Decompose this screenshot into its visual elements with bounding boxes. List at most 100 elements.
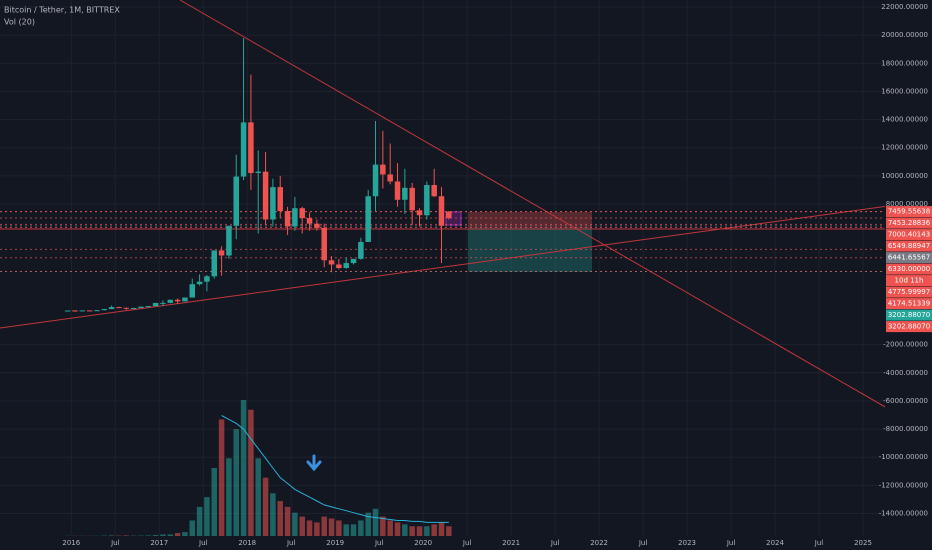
candle-body <box>130 307 137 309</box>
volume-bar <box>211 468 218 536</box>
volume-bar <box>167 534 174 536</box>
volume-bar <box>380 516 386 536</box>
x-tick-label: Jul <box>814 539 824 547</box>
x-tick-label: Jul <box>110 539 120 547</box>
price-label: 7459.55638 <box>888 208 930 216</box>
volume-bar <box>123 535 130 536</box>
candle-body <box>108 307 115 310</box>
candle-body <box>167 299 174 303</box>
volume-bar <box>321 516 327 536</box>
y-tick-label: -10000.00000 <box>879 453 928 461</box>
grid <box>0 0 885 536</box>
candle-body <box>365 196 371 242</box>
candle-body <box>226 225 232 256</box>
arrow-annotation[interactable] <box>306 454 322 472</box>
x-tick-label: 2018 <box>238 539 256 547</box>
candle-body <box>240 122 247 177</box>
candle-body <box>387 174 393 182</box>
volume-bar <box>431 524 437 536</box>
price-label-box <box>886 321 932 333</box>
volume-bar <box>218 419 225 536</box>
y-tick-label: -12000.00000 <box>879 481 928 489</box>
price-label-box <box>886 240 932 252</box>
volume-bar <box>160 534 166 536</box>
x-tick-label: 2025 <box>854 539 872 547</box>
candle-body <box>248 122 254 174</box>
candle-body <box>372 164 379 197</box>
price-label-box <box>886 206 932 218</box>
candle-body <box>416 210 423 216</box>
price-label: 7000.40143 <box>888 231 930 239</box>
volume-bar <box>402 524 408 536</box>
volume-ma-line <box>221 415 449 523</box>
x-tick-label: Jul <box>374 539 384 547</box>
x-tick-label: 2023 <box>678 539 696 547</box>
price-label: 3202.88070 <box>888 311 930 319</box>
candle-body <box>86 310 93 312</box>
long-position-zone[interactable] <box>468 228 592 272</box>
candle-body <box>438 196 445 226</box>
candle-body <box>101 309 108 311</box>
volume-bar <box>270 493 276 536</box>
y-tick-label: 10000.00000 <box>881 172 928 180</box>
y-tick-label: 22000.00000 <box>881 3 928 11</box>
volume-bar <box>424 526 430 536</box>
candle-body <box>145 306 152 308</box>
candle-body <box>350 258 357 264</box>
volume-bar <box>284 506 291 536</box>
candle-body <box>138 306 144 308</box>
y-tick-label: 14000.00000 <box>881 116 928 124</box>
volume-bar <box>299 516 305 536</box>
y-tick-label: 16000.00000 <box>881 87 928 95</box>
candle-body <box>321 227 327 261</box>
volume-bar <box>446 526 452 536</box>
volume-bar <box>196 506 203 536</box>
candle-body <box>189 284 196 298</box>
volume-bar <box>182 532 188 536</box>
price-label-box <box>886 217 932 229</box>
candle-body <box>196 281 203 285</box>
y-tick-label: 18000.00000 <box>881 59 928 67</box>
x-tick-label: 2019 <box>326 539 344 547</box>
price-label: 6330.00000 <box>888 265 930 273</box>
volume-bar <box>387 520 393 536</box>
x-tick-label: Jul <box>550 539 560 547</box>
x-tick-label: Jul <box>286 539 296 547</box>
candle-body <box>358 241 364 259</box>
candle-body <box>174 299 181 302</box>
price-label: 6549.88947 <box>888 242 930 250</box>
x-tick-label: Jul <box>462 539 472 547</box>
price-label: 3202.88070 <box>888 323 930 331</box>
price-label: 7453.28836 <box>888 219 931 227</box>
candle-body <box>270 187 276 220</box>
volume-bar <box>350 524 357 536</box>
candle-body <box>431 184 437 197</box>
price-label-box <box>886 275 932 287</box>
volume-bar <box>226 458 232 536</box>
trend-line[interactable] <box>0 199 932 329</box>
trend-line[interactable] <box>179 0 932 435</box>
volume-bar <box>108 535 115 536</box>
candle-body <box>94 310 100 312</box>
x-tick-label: 2024 <box>766 539 784 547</box>
volume-bar <box>438 522 445 536</box>
candle-body <box>255 171 261 174</box>
price-label-box <box>886 298 932 310</box>
y-tick-label: 8000.00000 <box>886 200 928 208</box>
candle-body <box>284 211 291 227</box>
volume-pane <box>64 400 452 536</box>
volume-bar <box>358 520 364 536</box>
candle-body <box>277 187 283 212</box>
x-tick-label: Jul <box>198 539 208 547</box>
candles <box>64 37 452 312</box>
price-label-box <box>886 252 932 264</box>
candle-body <box>380 164 386 175</box>
candle-body <box>79 310 86 312</box>
y-tick-label: -6000.00000 <box>883 397 928 405</box>
candle-body <box>292 208 298 227</box>
candle-body <box>394 181 401 200</box>
volume-bar <box>416 526 423 536</box>
candle-body <box>446 211 452 219</box>
